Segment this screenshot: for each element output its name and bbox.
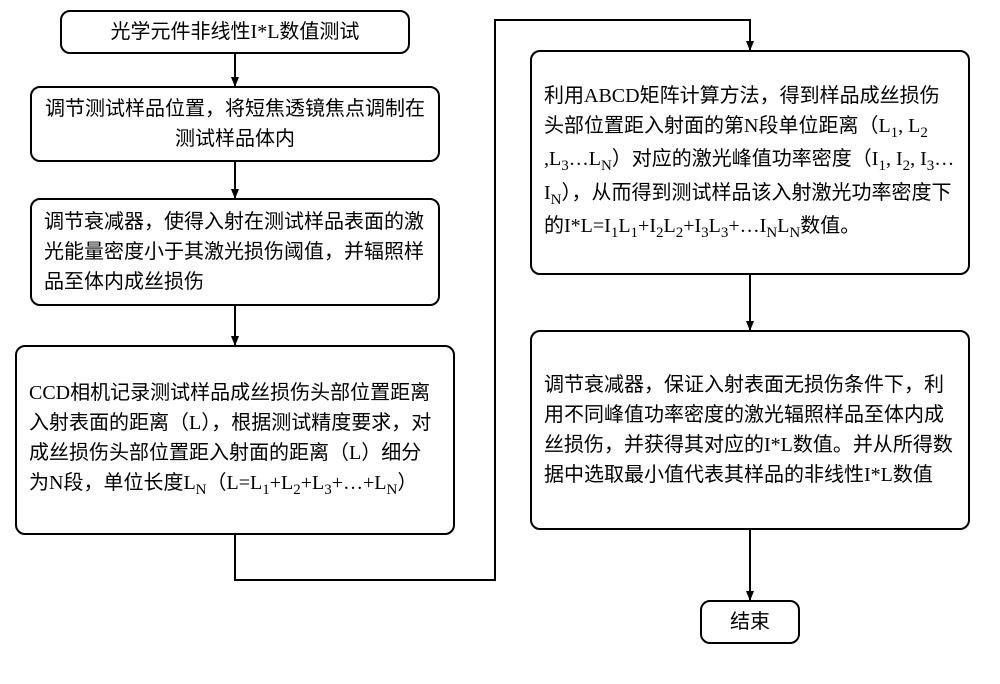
node-text: CCD相机记录测试样品成丝损伤头部位置距离入射表面的距离（L），根据测试精度要求… [29, 378, 441, 502]
node-adjust-position: 调节测试样品位置，将短焦透镜焦点调制在测试样品体内 [30, 86, 440, 162]
node-text: 利用ABCD矩阵计算方法，得到样品成丝损伤头部位置距入射面的第N段单位距离（L1… [544, 81, 956, 245]
node-abcd-matrix: 利用ABCD矩阵计算方法，得到样品成丝损伤头部位置距入射面的第N段单位距离（L1… [530, 50, 970, 275]
node-text: 调节衰减器，使得入射在测试样品表面的激光能量密度小于其激光损伤阈值，并辐照样品至… [44, 207, 426, 297]
node-text: 光学元件非线性I*L数值测试 [111, 17, 360, 47]
node-text: 调节测试样品位置，将短焦透镜焦点调制在测试样品体内 [44, 94, 426, 154]
node-start: 光学元件非线性I*L数值测试 [60, 10, 410, 54]
node-text: 调节衰减器，保证入射表面无损伤条件下，利用不同峰值功率密度的激光辐照样品至体内成… [544, 370, 956, 490]
node-end: 结束 [700, 600, 800, 644]
node-text: 结束 [730, 607, 770, 637]
node-ccd-record: CCD相机记录测试样品成丝损伤头部位置距离入射表面的距离（L），根据测试精度要求… [15, 345, 455, 535]
node-repeat-attenuator: 调节衰减器，保证入射表面无损伤条件下，利用不同峰值功率密度的激光辐照样品至体内成… [530, 330, 970, 530]
node-adjust-attenuator: 调节衰减器，使得入射在测试样品表面的激光能量密度小于其激光损伤阈值，并辐照样品至… [30, 198, 440, 306]
